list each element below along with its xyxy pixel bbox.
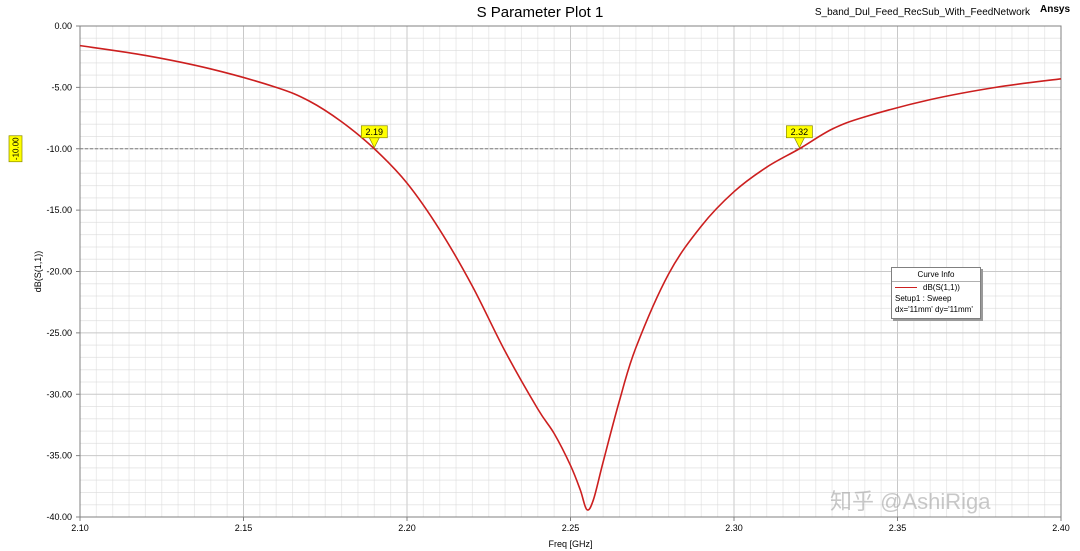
marker-pointer	[793, 137, 805, 149]
marker-label: 2.19	[366, 127, 384, 137]
y-tick-label: -35.00	[46, 451, 72, 461]
marker-pointer	[368, 137, 380, 149]
y-axis-label: dB(S(1,1))	[33, 251, 43, 293]
series-line-s11	[79, 44, 1062, 511]
legend-setup: Setup1 : Sweep	[895, 294, 952, 303]
x-tick-label: 2.15	[235, 523, 253, 533]
y-tick-label: -5.00	[51, 82, 72, 92]
x-tick-label: 2.10	[71, 523, 89, 533]
x-tick-label: 2.40	[1052, 523, 1070, 533]
reference-line-tag	[8, 135, 23, 163]
y-tick-label: 0.00	[54, 21, 72, 31]
y-tick-label: -40.00	[46, 512, 72, 522]
project-name: S_band_Dul_Feed_RecSub_With_FeedNetwork	[814, 7, 1030, 18]
curve-info-legend[interactable]: Curve Info dB(S(1,1)) Setup1 : Sweep dx=…	[891, 267, 981, 319]
vendor-logo: Ansys	[1039, 4, 1070, 15]
marker-label: 2.32	[791, 127, 809, 137]
y-tick-label: -10.00	[46, 144, 72, 154]
axes: 2.10 2.15 2.20 2.25 2.30 2.35 2.40 0.00 -5.00 -10…	[33, 21, 1070, 549]
y-tick-label: -25.00	[46, 328, 72, 338]
x-axis-label: Freq [GHz]	[548, 539, 592, 549]
y-tick-label: -15.00	[46, 205, 72, 215]
markers-group: 2.19 2.32	[360, 125, 813, 149]
x-tick-label: 2.30	[725, 523, 743, 533]
legend-series-name: dB(S(1,1))	[923, 283, 960, 292]
plot-title: S Parameter Plot 1	[476, 4, 604, 21]
legend-header: Curve Info	[892, 268, 980, 282]
x-tick-label: 2.25	[562, 523, 580, 533]
x-tick-label: 2.20	[398, 523, 416, 533]
legend-line-swatch	[895, 287, 917, 288]
legend-variables: dx='11mm' dy='11mm'	[895, 305, 973, 314]
series-group	[79, 44, 1062, 511]
y-tick-label: -20.00	[46, 267, 72, 277]
reference-line-group: -10.00	[8, 135, 1061, 163]
reference-line-label: -10.00	[12, 137, 21, 160]
x-tick-label: 2.35	[889, 523, 907, 533]
watermark: 知乎 @AshiRiga	[830, 489, 991, 514]
grid-lines	[80, 26, 1061, 517]
legend-entry[interactable]: dB(S(1,1))	[892, 282, 980, 293]
y-tick-label: -30.00	[46, 389, 72, 399]
